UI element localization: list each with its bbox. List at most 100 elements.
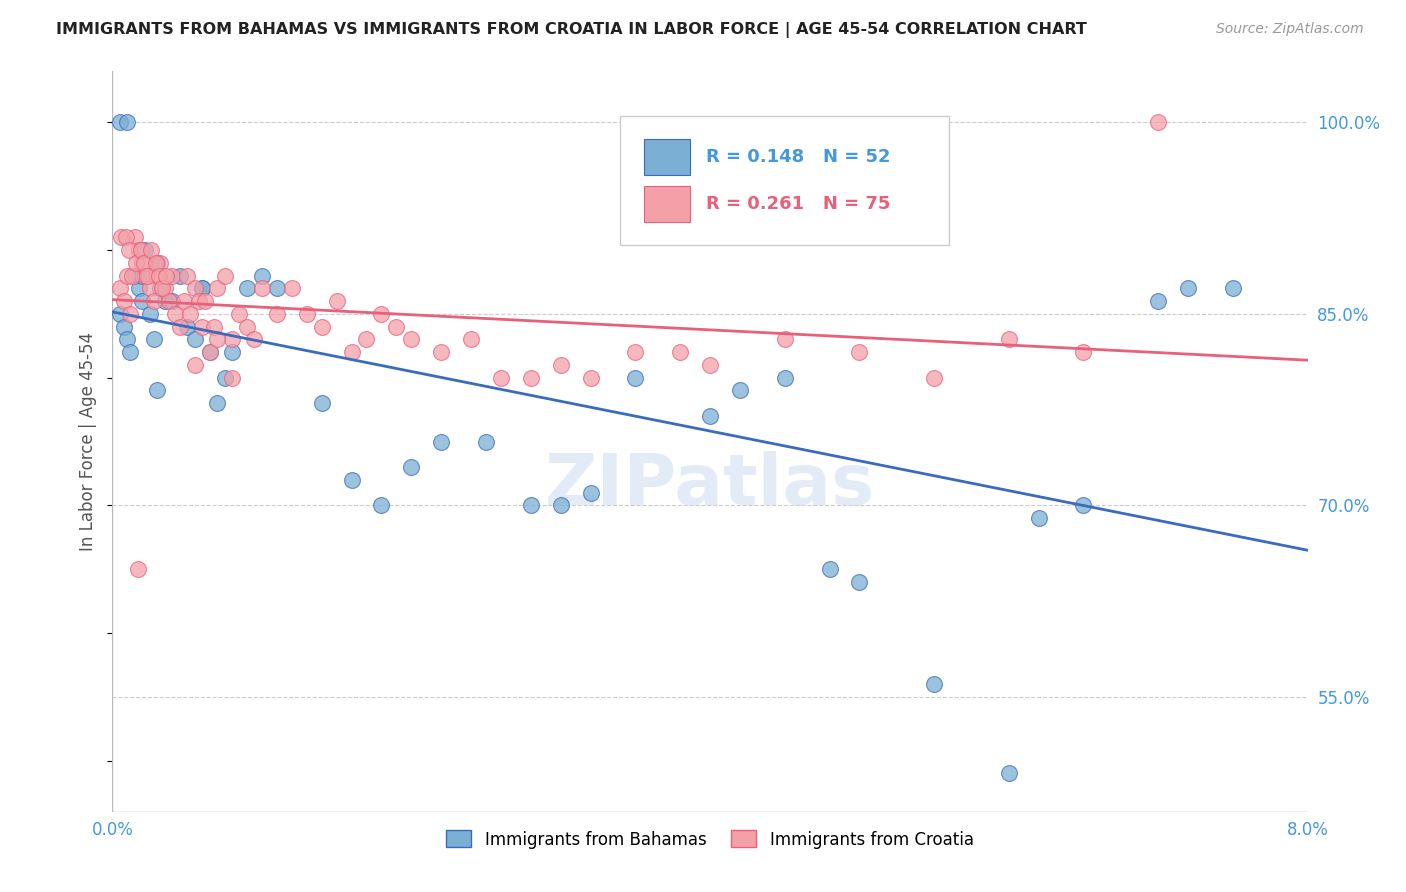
Point: [401, 333, 423, 347]
Point: [266, 307, 288, 321]
Text: R = 0.261   N = 75: R = 0.261 N = 75: [706, 194, 891, 213]
Point: [183, 333, 205, 347]
Point: [202, 319, 225, 334]
Point: [624, 345, 647, 359]
Point: [155, 268, 177, 283]
Point: [236, 281, 259, 295]
Point: [773, 333, 796, 347]
Point: [117, 268, 139, 283]
Point: [266, 281, 288, 295]
Point: [143, 294, 166, 309]
Point: [340, 473, 363, 487]
Point: [114, 319, 135, 334]
Point: [205, 396, 228, 410]
Point: [1147, 115, 1170, 129]
Point: [579, 485, 602, 500]
Point: [385, 319, 408, 334]
Point: [169, 268, 191, 283]
Point: [699, 358, 721, 372]
Point: [157, 294, 180, 309]
Point: [108, 281, 131, 295]
Point: [728, 384, 751, 398]
Point: [134, 268, 156, 283]
Point: [132, 256, 155, 270]
Point: [922, 370, 945, 384]
Point: [191, 281, 214, 295]
Point: [311, 396, 333, 410]
Point: [120, 307, 142, 321]
Point: [131, 256, 153, 270]
Point: [121, 268, 143, 283]
Point: [579, 370, 602, 384]
Point: [250, 281, 273, 295]
Point: [370, 499, 392, 513]
FancyBboxPatch shape: [620, 116, 949, 245]
Point: [198, 345, 221, 359]
Point: [191, 319, 214, 334]
Point: [1073, 499, 1095, 513]
Point: [131, 294, 153, 309]
Point: [430, 345, 453, 359]
Point: [120, 345, 142, 359]
Point: [194, 294, 217, 309]
Point: [325, 294, 347, 309]
Point: [146, 268, 169, 283]
Point: [129, 243, 152, 257]
Point: [188, 294, 211, 309]
Point: [135, 268, 157, 283]
Point: [146, 384, 169, 398]
Point: [205, 333, 228, 347]
Point: [214, 370, 236, 384]
Point: [340, 345, 363, 359]
Point: [110, 230, 132, 244]
Point: [1028, 511, 1050, 525]
Point: [1147, 294, 1170, 309]
Point: [191, 281, 214, 295]
Point: [153, 294, 176, 309]
Point: [520, 499, 543, 513]
Point: [162, 268, 183, 283]
Point: [117, 333, 139, 347]
Point: [128, 281, 150, 295]
Point: [127, 562, 149, 576]
Text: R = 0.148   N = 52: R = 0.148 N = 52: [706, 148, 891, 166]
Point: [520, 370, 543, 384]
Point: [128, 243, 150, 257]
Point: [124, 230, 146, 244]
Point: [221, 345, 243, 359]
Point: [356, 333, 378, 347]
Point: [153, 281, 176, 295]
Point: [176, 319, 198, 334]
Point: [146, 256, 169, 270]
Point: [848, 574, 870, 589]
Point: [998, 766, 1021, 780]
Point: [214, 268, 236, 283]
Point: [134, 243, 156, 257]
Point: [108, 307, 131, 321]
Point: [118, 243, 141, 257]
Point: [295, 307, 318, 321]
FancyBboxPatch shape: [644, 186, 690, 221]
Text: Source: ZipAtlas.com: Source: ZipAtlas.com: [1216, 22, 1364, 37]
Point: [179, 307, 201, 321]
Point: [1073, 345, 1095, 359]
Point: [228, 307, 250, 321]
Text: ZIPatlas: ZIPatlas: [546, 451, 875, 520]
Point: [150, 281, 173, 295]
Point: [1177, 281, 1199, 295]
Point: [460, 333, 482, 347]
Point: [183, 281, 205, 295]
Point: [198, 345, 221, 359]
Point: [401, 460, 423, 475]
Point: [149, 281, 172, 295]
Point: [243, 333, 266, 347]
Point: [236, 319, 259, 334]
Point: [773, 370, 796, 384]
Point: [475, 434, 498, 449]
Point: [489, 370, 512, 384]
Point: [141, 243, 163, 257]
Point: [108, 115, 131, 129]
Point: [922, 677, 945, 691]
Point: [176, 268, 198, 283]
Point: [139, 281, 162, 295]
